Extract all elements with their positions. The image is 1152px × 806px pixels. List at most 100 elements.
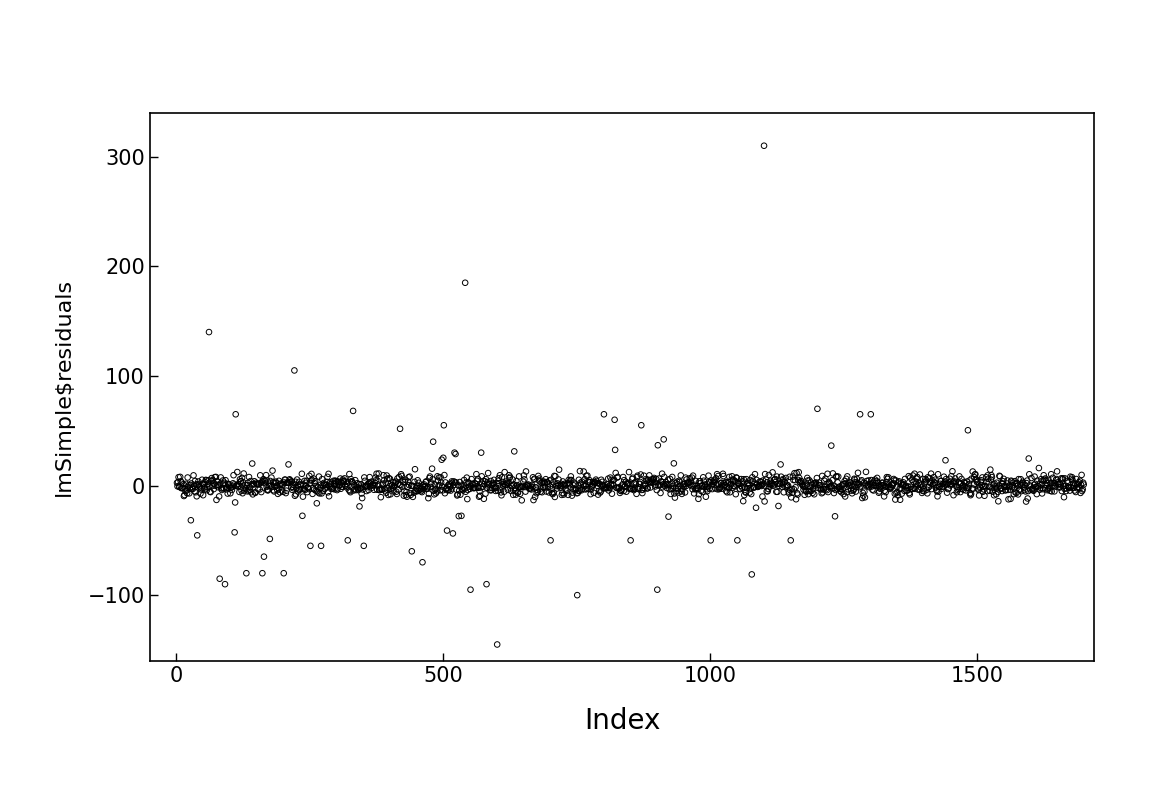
Point (667, 482, 685, 495)
Point (602, 473, 621, 486)
Point (842, 484, 861, 497)
Point (346, 483, 364, 496)
Point (485, 473, 503, 486)
Point (749, 480, 767, 493)
Point (859, 474, 878, 487)
Point (677, 473, 696, 486)
Point (915, 485, 933, 498)
Point (759, 468, 778, 481)
Point (1023, 483, 1041, 496)
Point (806, 476, 825, 489)
Point (415, 483, 433, 496)
Point (962, 488, 980, 501)
Point (888, 480, 907, 493)
Point (194, 488, 212, 501)
Point (209, 479, 227, 492)
Point (188, 529, 206, 542)
Point (468, 467, 486, 480)
Point (1020, 467, 1038, 480)
Point (302, 474, 320, 487)
Point (774, 472, 793, 485)
Point (469, 481, 487, 494)
Point (416, 480, 434, 493)
Point (414, 556, 432, 569)
Point (422, 480, 440, 493)
Point (272, 477, 290, 490)
Point (434, 451, 453, 464)
Point (915, 483, 933, 496)
Point (258, 484, 276, 496)
Point (394, 476, 412, 488)
Point (839, 483, 857, 496)
Point (173, 476, 191, 489)
Point (243, 457, 262, 470)
Point (903, 469, 922, 482)
Point (593, 479, 612, 492)
Point (304, 482, 323, 495)
Point (728, 534, 746, 546)
Point (417, 482, 435, 495)
Point (841, 479, 859, 492)
Point (286, 364, 304, 377)
Point (373, 478, 392, 491)
Point (460, 480, 478, 493)
Point (1033, 474, 1052, 487)
Point (191, 480, 210, 493)
Point (346, 474, 364, 487)
Point (198, 477, 217, 490)
Point (899, 484, 917, 496)
Point (987, 476, 1006, 489)
Point (760, 478, 779, 491)
Point (1070, 474, 1089, 487)
Point (824, 474, 842, 487)
Point (778, 480, 796, 492)
Point (658, 481, 676, 494)
Point (632, 484, 651, 496)
Point (1028, 474, 1046, 487)
Point (248, 477, 266, 490)
Point (613, 478, 631, 491)
Point (377, 486, 395, 499)
Point (793, 477, 811, 490)
Point (306, 484, 325, 497)
Point (341, 486, 359, 499)
Point (836, 477, 855, 490)
Point (1034, 483, 1053, 496)
Point (849, 477, 867, 490)
Point (727, 471, 745, 484)
Point (503, 488, 522, 501)
Point (1054, 472, 1073, 484)
Point (414, 479, 432, 492)
Point (240, 484, 258, 497)
Point (429, 474, 447, 487)
Point (861, 477, 879, 490)
Point (236, 479, 255, 492)
Point (1026, 480, 1045, 493)
Point (403, 490, 422, 503)
Point (537, 485, 555, 498)
Point (748, 478, 766, 491)
Point (265, 485, 283, 498)
Point (657, 476, 675, 488)
Point (623, 472, 642, 485)
Point (189, 475, 207, 488)
Point (690, 488, 708, 501)
Point (490, 477, 508, 490)
Point (529, 469, 547, 482)
Point (742, 488, 760, 501)
Point (393, 469, 411, 482)
Point (569, 484, 588, 497)
Point (938, 486, 956, 499)
Point (937, 454, 955, 467)
Point (321, 477, 340, 490)
Point (494, 480, 513, 492)
Point (884, 479, 902, 492)
Point (680, 476, 698, 488)
Point (513, 494, 531, 507)
Point (795, 488, 813, 501)
Point (445, 475, 463, 488)
Point (660, 483, 679, 496)
Point (920, 476, 939, 489)
Point (919, 481, 938, 494)
Point (508, 486, 526, 499)
